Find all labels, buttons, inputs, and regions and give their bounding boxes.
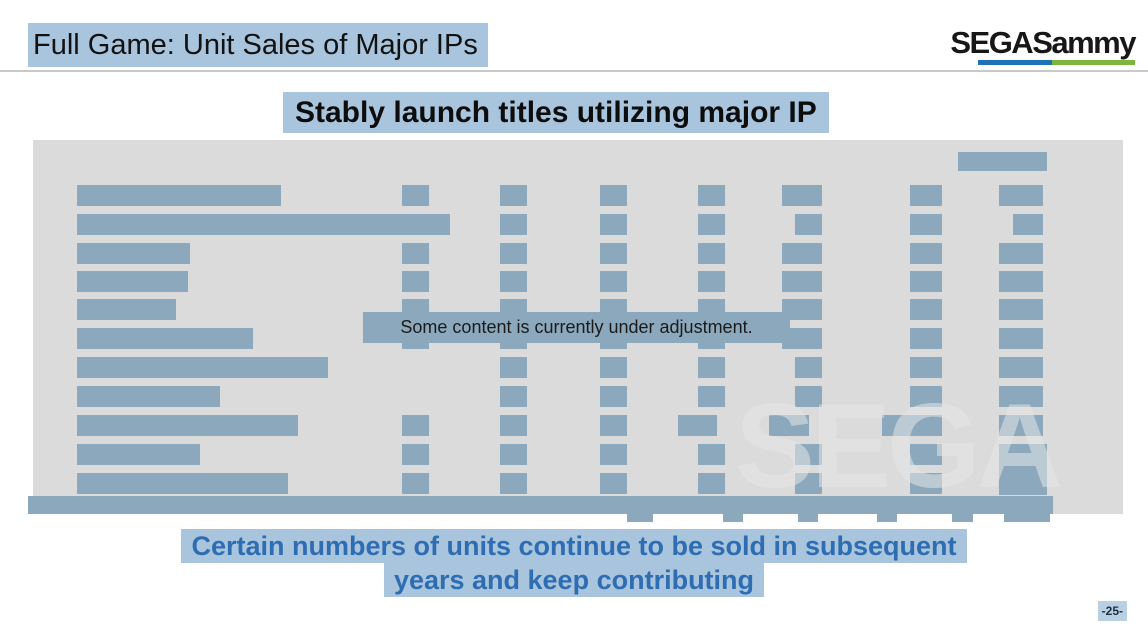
footer-message-line2-wrap: years and keep contributing [0, 563, 1148, 597]
header-rule [0, 70, 1148, 72]
footer-message-line1: Certain numbers of units continue to be … [181, 529, 967, 563]
redacted-block [627, 513, 653, 522]
redacted-block [798, 513, 818, 522]
redacted-block [1004, 513, 1050, 522]
sega-watermark: SEGA [735, 379, 1063, 513]
footer-message-line1-wrap: Certain numbers of units continue to be … [0, 529, 1148, 563]
logo-text: SEGASammy [950, 25, 1136, 60]
logo-underline [978, 60, 1135, 65]
logo-underline-green [1051, 60, 1135, 65]
redacted-block [952, 513, 973, 522]
logo-underline-blue [978, 60, 1052, 65]
subtitle-heading: Stably launch titles utilizing major IP [283, 92, 829, 133]
logo-sammy: Sammy [1032, 25, 1136, 60]
redacted-block [877, 513, 897, 522]
page-number: -25- [1097, 601, 1127, 621]
footer-message: Certain numbers of units continue to be … [0, 529, 1148, 597]
redacted-block [723, 513, 743, 522]
footer-message-line2: years and keep contributing [383, 563, 765, 597]
logo-sega: SEGA [950, 25, 1033, 60]
segasammy-logo: SEGASammy [950, 25, 1136, 65]
adjustment-notice: Some content is currently under adjustme… [363, 312, 790, 343]
slide-title: Full Game: Unit Sales of Major IPs [28, 23, 488, 67]
